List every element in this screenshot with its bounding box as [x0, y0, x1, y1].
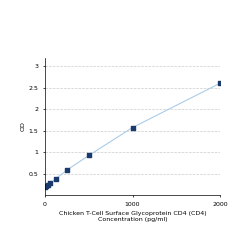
X-axis label: Chicken T-Cell Surface Glycoprotein CD4 (CD4)
Concentration (pg/ml): Chicken T-Cell Surface Glycoprotein CD4 … — [59, 211, 206, 222]
Point — [87, 154, 91, 158]
Point — [65, 168, 69, 172]
Point — [130, 126, 134, 130]
Point — [218, 81, 222, 85]
Point — [46, 183, 50, 187]
Point — [54, 177, 58, 181]
Y-axis label: OD: OD — [20, 121, 25, 131]
Point — [48, 182, 52, 186]
Point — [44, 184, 48, 188]
Point — [43, 186, 47, 190]
